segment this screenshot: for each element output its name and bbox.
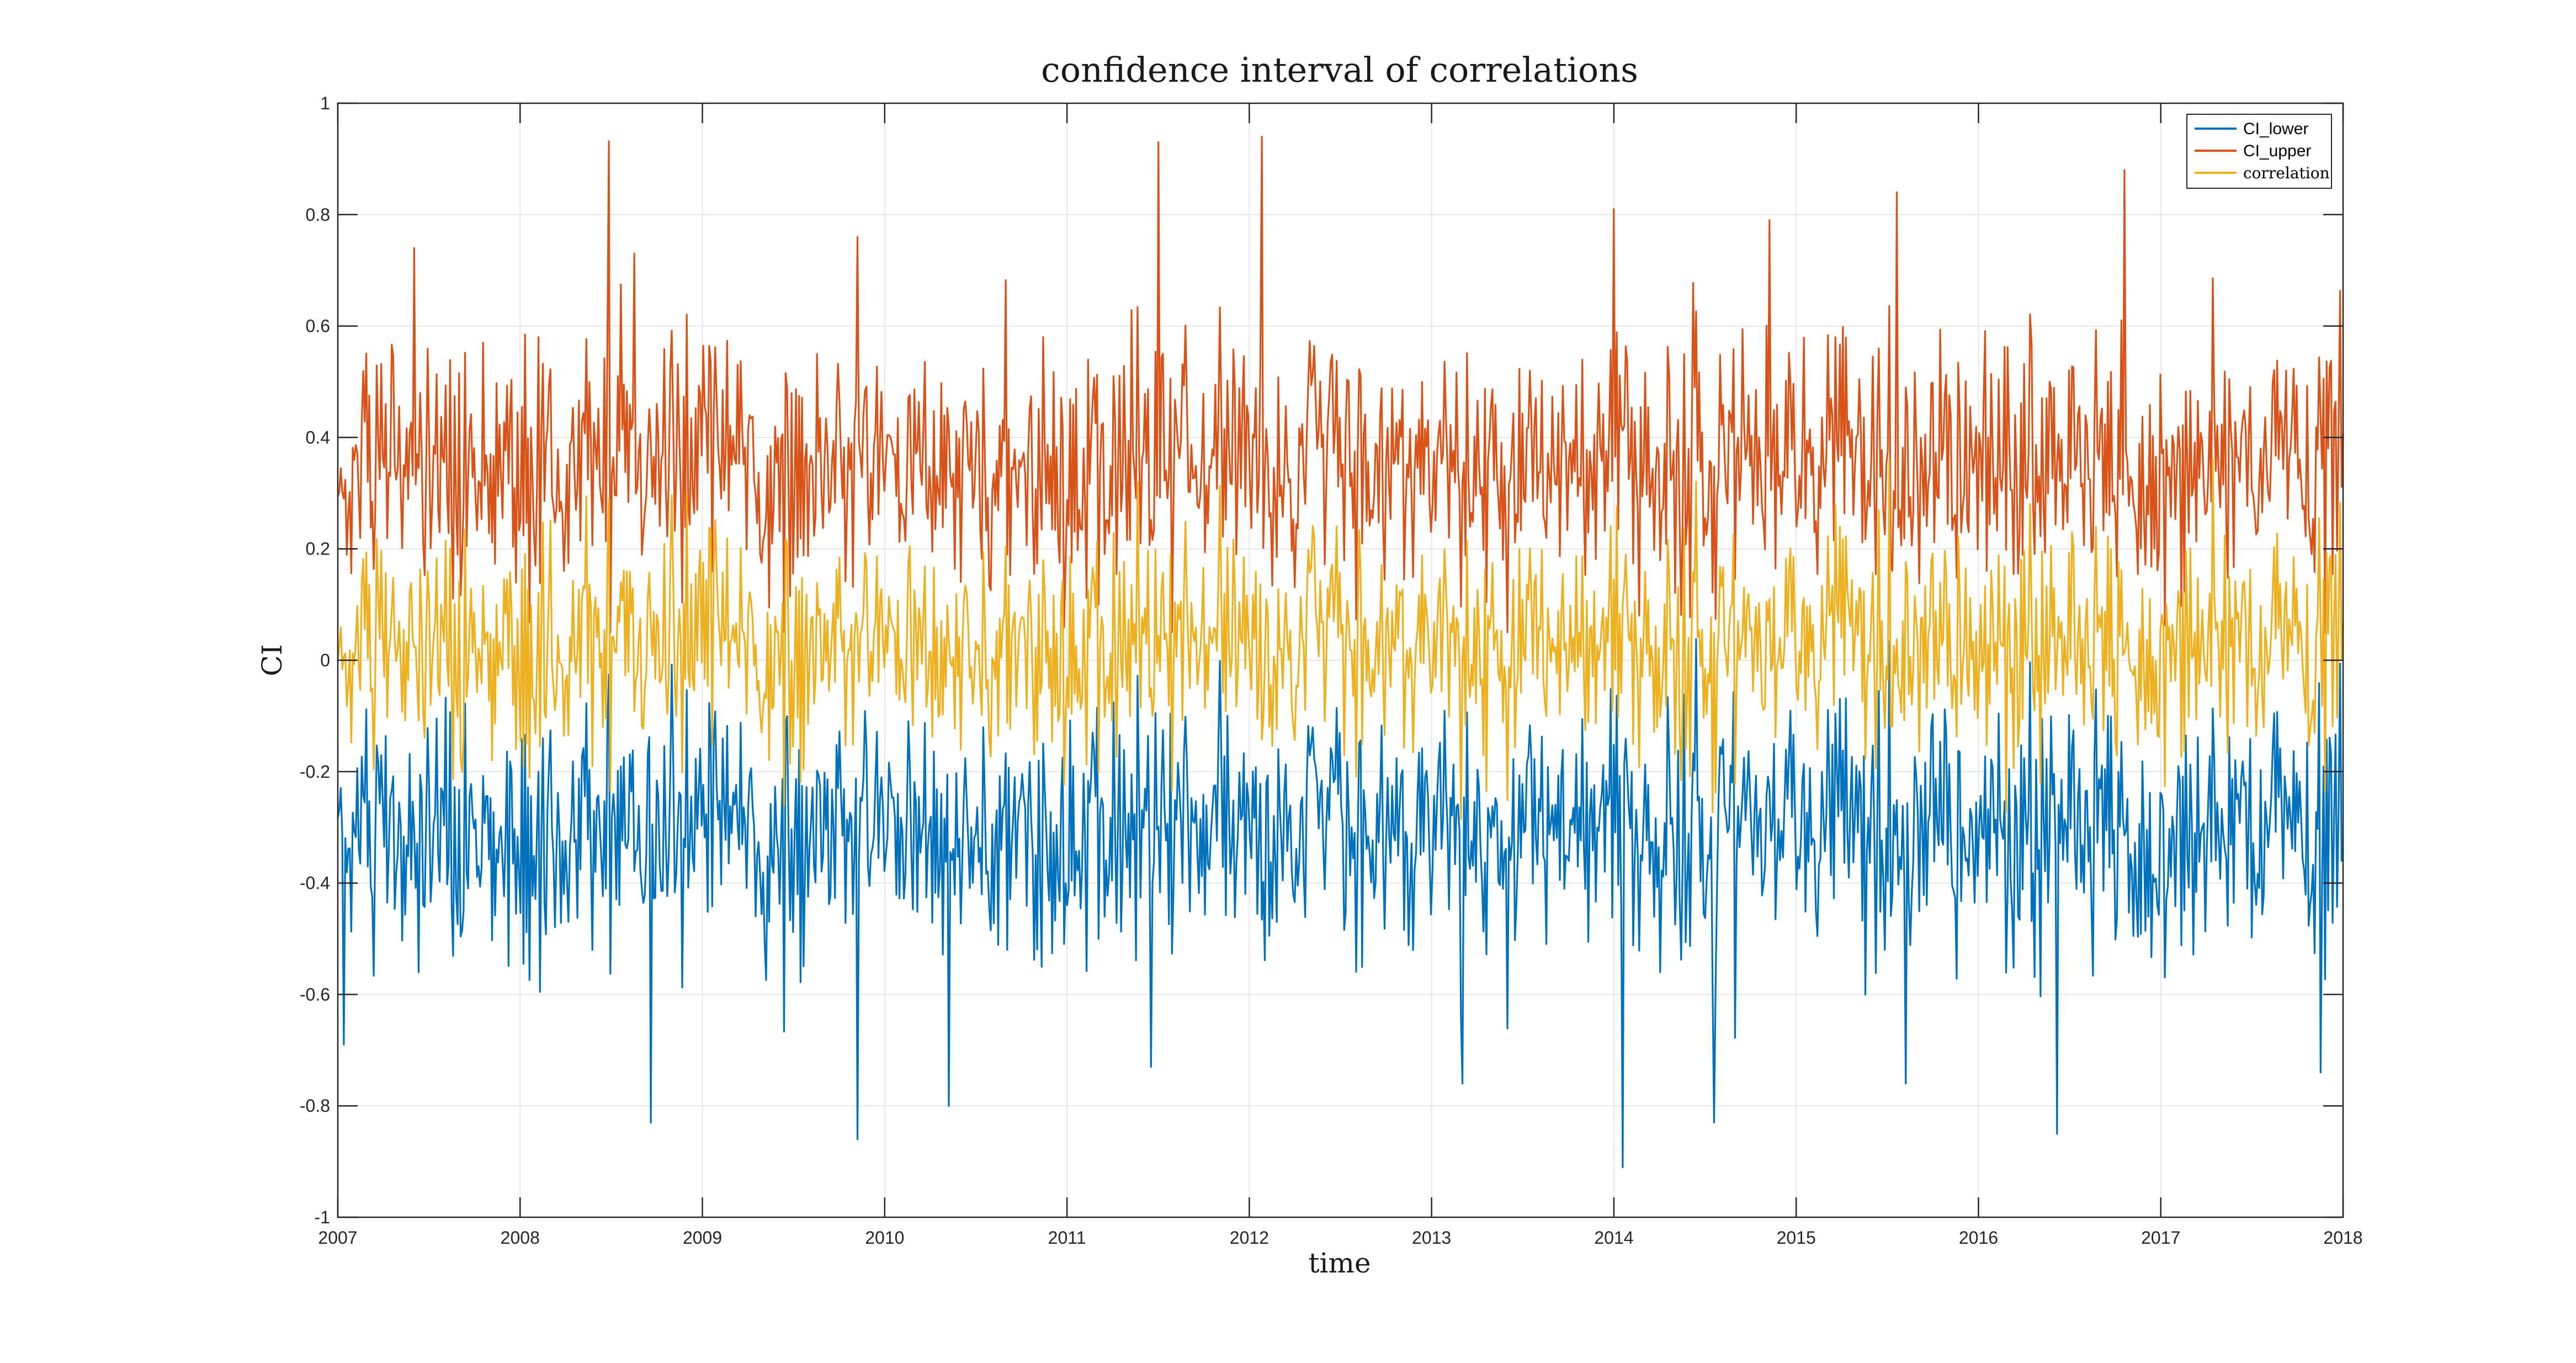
legend: CI_lower CI_upper correlation: [2186, 114, 2332, 189]
x-tick-label: 2016: [1959, 1228, 1998, 1248]
x-tick-label: 2011: [1048, 1228, 1086, 1248]
y-tick-label: -0.8: [300, 1096, 330, 1116]
x-tick-label: 2014: [1594, 1228, 1633, 1248]
chart-title: confidence interval of correlations: [1041, 50, 1638, 90]
plot-area: 2007 2008 2009 2010 2011 2012 2013 2014 2015 2016…: [300, 93, 2363, 1248]
x-tick-label: 2018: [2323, 1228, 2362, 1248]
x-tick-label: 2012: [1230, 1228, 1269, 1248]
x-tick-label: 2010: [865, 1228, 904, 1248]
y-tick-label: 1: [320, 93, 330, 113]
x-tick-label: 2013: [1412, 1228, 1451, 1248]
y-tick-label: 0.8: [306, 205, 330, 225]
axes-layer: 2007 2008 2009 2010 2011 2012 2013 2014 2015 2016…: [300, 93, 2363, 1248]
series-line-ci-lower: [337, 638, 2344, 1168]
series-line-correlation: [337, 458, 2344, 820]
series-layer: [337, 135, 2344, 1168]
series-line-ci-upper: [337, 135, 2344, 634]
y-tick-label: 0: [320, 650, 330, 670]
x-tick-label: 2017: [2141, 1228, 2180, 1248]
legend-label-ci-lower: CI_lower: [2243, 120, 2308, 138]
y-axis-label: CI: [256, 644, 288, 676]
y-tick-label: 0.4: [306, 427, 330, 447]
x-tick-label: 2007: [318, 1228, 357, 1248]
legend-label-correlation: correlation: [2243, 164, 2330, 182]
y-tick-label: -0.2: [300, 762, 330, 782]
legend-label-ci-upper: CI_upper: [2243, 142, 2311, 160]
y-tick-label: 0.2: [306, 539, 330, 559]
y-tick-label: -0.4: [300, 873, 330, 893]
x-tick-label: 2015: [1777, 1228, 1816, 1248]
y-tick-label: -1: [315, 1207, 330, 1227]
x-tick-label: 2008: [501, 1228, 540, 1248]
x-axis-label: time: [1308, 1247, 1371, 1279]
x-tick-label: 2009: [683, 1228, 722, 1248]
y-tick-label: -0.6: [300, 984, 330, 1004]
y-tick-label: 0.6: [306, 316, 330, 336]
